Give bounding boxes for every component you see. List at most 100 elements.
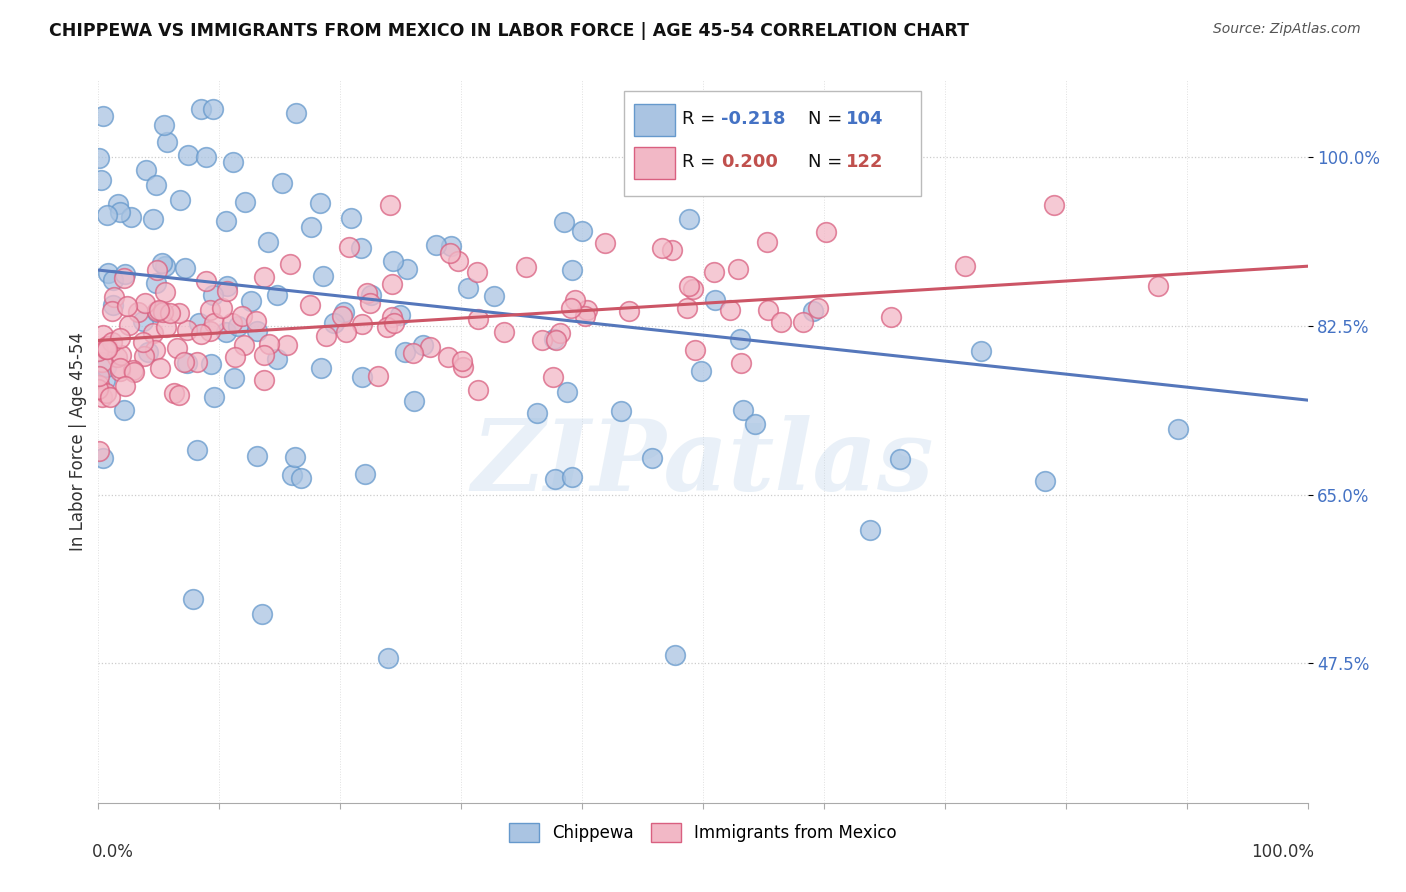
Point	[159, 306, 181, 320]
Point	[91, 327, 114, 342]
Point	[110, 348, 132, 362]
Point	[440, 238, 463, 252]
Point	[202, 390, 225, 404]
Point	[860, 126, 883, 140]
Text: R =: R =	[682, 110, 721, 128]
Point	[163, 386, 186, 401]
Legend: Chippewa, Immigrants from Mexico: Chippewa, Immigrants from Mexico	[502, 816, 904, 848]
Point	[546, 333, 568, 347]
Point	[718, 302, 741, 317]
Point	[224, 350, 246, 364]
Point	[377, 650, 399, 665]
Point	[560, 301, 582, 316]
Point	[492, 325, 515, 339]
Point	[153, 259, 176, 273]
Point	[103, 273, 125, 287]
Point	[174, 261, 197, 276]
Point	[1033, 474, 1056, 488]
Point	[112, 271, 135, 285]
Point	[803, 304, 825, 318]
Point	[733, 403, 755, 417]
Point	[555, 385, 578, 400]
Point	[143, 343, 166, 357]
Point	[135, 162, 157, 177]
Text: -0.218: -0.218	[721, 110, 786, 128]
Text: Source: ZipAtlas.com: Source: ZipAtlas.com	[1213, 22, 1361, 37]
Point	[617, 304, 640, 318]
Point	[253, 374, 276, 388]
Point	[233, 195, 256, 210]
Point	[564, 293, 586, 307]
Point	[90, 355, 112, 369]
Point	[323, 316, 346, 330]
Point	[108, 361, 131, 376]
Point	[136, 345, 159, 359]
Point	[661, 243, 683, 257]
Point	[955, 259, 977, 273]
Point	[90, 172, 112, 186]
Point	[308, 195, 330, 210]
Point	[610, 404, 633, 418]
Point	[553, 215, 575, 229]
Point	[704, 293, 727, 308]
Point	[354, 467, 377, 482]
Point	[690, 363, 713, 377]
Point	[457, 281, 479, 295]
Point	[156, 135, 179, 149]
Point	[544, 472, 567, 486]
Point	[167, 388, 190, 402]
Point	[807, 301, 830, 316]
Point	[315, 329, 337, 343]
Point	[359, 296, 381, 310]
Point	[675, 301, 697, 315]
Point	[815, 225, 838, 239]
Point	[145, 277, 167, 291]
Point	[381, 277, 404, 291]
Text: ZIPatlas: ZIPatlas	[472, 415, 934, 511]
Point	[859, 523, 882, 537]
Point	[231, 309, 253, 323]
Point	[683, 343, 706, 357]
Point	[132, 314, 155, 328]
Point	[437, 350, 460, 364]
Point	[146, 263, 169, 277]
Point	[1167, 422, 1189, 436]
Text: 122: 122	[845, 153, 883, 171]
Point	[744, 417, 766, 431]
Point	[266, 288, 288, 302]
Point	[202, 288, 225, 302]
Point	[333, 304, 356, 318]
Point	[280, 468, 302, 483]
Point	[1043, 198, 1066, 212]
Y-axis label: In Labor Force | Age 45-54: In Labor Force | Age 45-54	[69, 332, 87, 551]
Point	[395, 262, 418, 277]
Point	[439, 246, 461, 260]
Point	[105, 350, 128, 364]
Point	[284, 106, 307, 120]
Point	[450, 354, 472, 368]
Point	[394, 345, 416, 359]
FancyBboxPatch shape	[634, 147, 675, 179]
Point	[271, 176, 294, 190]
Point	[419, 340, 441, 354]
Point	[730, 355, 752, 369]
Point	[367, 368, 389, 383]
Point	[96, 209, 118, 223]
Point	[93, 373, 115, 387]
Point	[145, 304, 167, 318]
Point	[169, 193, 191, 207]
Point	[166, 341, 188, 355]
Point	[543, 369, 565, 384]
Point	[678, 278, 700, 293]
Point	[350, 241, 373, 255]
Text: 0.200: 0.200	[721, 153, 778, 171]
Point	[728, 332, 751, 346]
Point	[256, 235, 278, 249]
Point	[548, 326, 571, 340]
Point	[152, 119, 174, 133]
Point	[155, 320, 177, 334]
Point	[561, 263, 583, 277]
Point	[117, 318, 139, 332]
Point	[200, 325, 222, 339]
Point	[340, 211, 363, 226]
